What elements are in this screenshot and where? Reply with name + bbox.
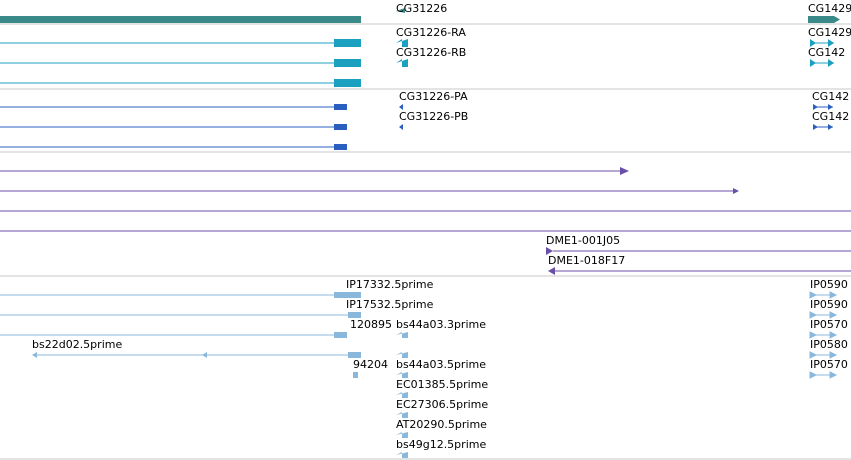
clone-dme1-001j05[interactable] (546, 247, 851, 255)
clone-row[interactable] (0, 167, 629, 175)
est-label: 94204 (353, 358, 388, 371)
transcript-right-2[interactable] (810, 59, 834, 67)
protein-label-pb: CG31226-PB (399, 110, 469, 123)
protein-right-1[interactable] (813, 104, 833, 110)
est-label-right: IP0580 (810, 338, 848, 351)
transcript-cg31226-rb[interactable] (396, 59, 408, 67)
est-label: bs44a03.3prime (396, 318, 486, 331)
transcript-cg31226-ra[interactable] (396, 39, 408, 47)
est-label: bs49g12.5prime (396, 438, 487, 451)
est-label: bs44a03.5prime (396, 358, 486, 371)
clone-label-001j05: DME1-001J05 (546, 234, 621, 247)
est-label-right: IP0590 (810, 278, 848, 291)
est-row[interactable] (0, 292, 361, 298)
transcript-right-1[interactable] (810, 39, 834, 47)
protein-right-2[interactable] (813, 124, 833, 130)
clone-dme1-018f17[interactable] (548, 267, 851, 275)
protein-row[interactable] (0, 104, 347, 110)
gene-feature-right[interactable] (808, 16, 834, 23)
est-label: AT20290.5prime (396, 418, 487, 431)
transcript-row[interactable] (0, 59, 361, 67)
est-bs22d02-5prime[interactable] (32, 352, 361, 358)
est-row[interactable] (0, 312, 361, 318)
est-94204[interactable] (353, 372, 358, 378)
protein-cg31226-pa[interactable] (399, 104, 403, 110)
transcript-row[interactable] (0, 79, 361, 87)
gene-label-right: CG1429 (808, 2, 851, 15)
gene-label-cg31226: CG31226 (396, 2, 448, 15)
est-row[interactable] (0, 332, 347, 338)
gene-feature-cg31226[interactable] (396, 8, 405, 13)
clone-label-018f17: DME1-018F17 (548, 254, 626, 267)
est-label: 120895 (350, 318, 392, 331)
est-right-rows[interactable] (809, 291, 838, 379)
protein-row[interactable] (0, 124, 347, 130)
est-label-right: IP0590 (810, 298, 848, 311)
protein-label-right-1: CG142 (812, 90, 850, 103)
transcript-label-right-2: CG142 (808, 46, 846, 59)
transcript-label-right-1: CG1429 (808, 26, 851, 39)
est-label-right: IP0570 (810, 358, 848, 371)
gene-arrow-right (834, 16, 840, 23)
protein-label-right-2: CG142 (812, 110, 850, 123)
est-block-center[interactable] (396, 332, 408, 458)
clone-row[interactable] (0, 188, 739, 194)
protein-cg31226-pb[interactable] (399, 124, 403, 130)
est-label: IP17532.5prime (346, 298, 434, 311)
transcript-label-rb: CG31226-RB (396, 46, 467, 59)
gene-feature-left[interactable] (0, 16, 361, 23)
est-label: EC01385.5prime (396, 378, 489, 391)
est-label: EC27306.5prime (396, 398, 489, 411)
est-label: IP17332.5prime (346, 278, 434, 291)
est-label-right: IP0570 (810, 318, 848, 331)
protein-label-pa: CG31226-PA (399, 90, 468, 103)
transcript-row[interactable] (0, 39, 361, 47)
transcript-label-ra: CG31226-RA (396, 26, 466, 39)
est-label: bs22d02.5prime (32, 338, 123, 351)
protein-row[interactable] (0, 144, 347, 150)
